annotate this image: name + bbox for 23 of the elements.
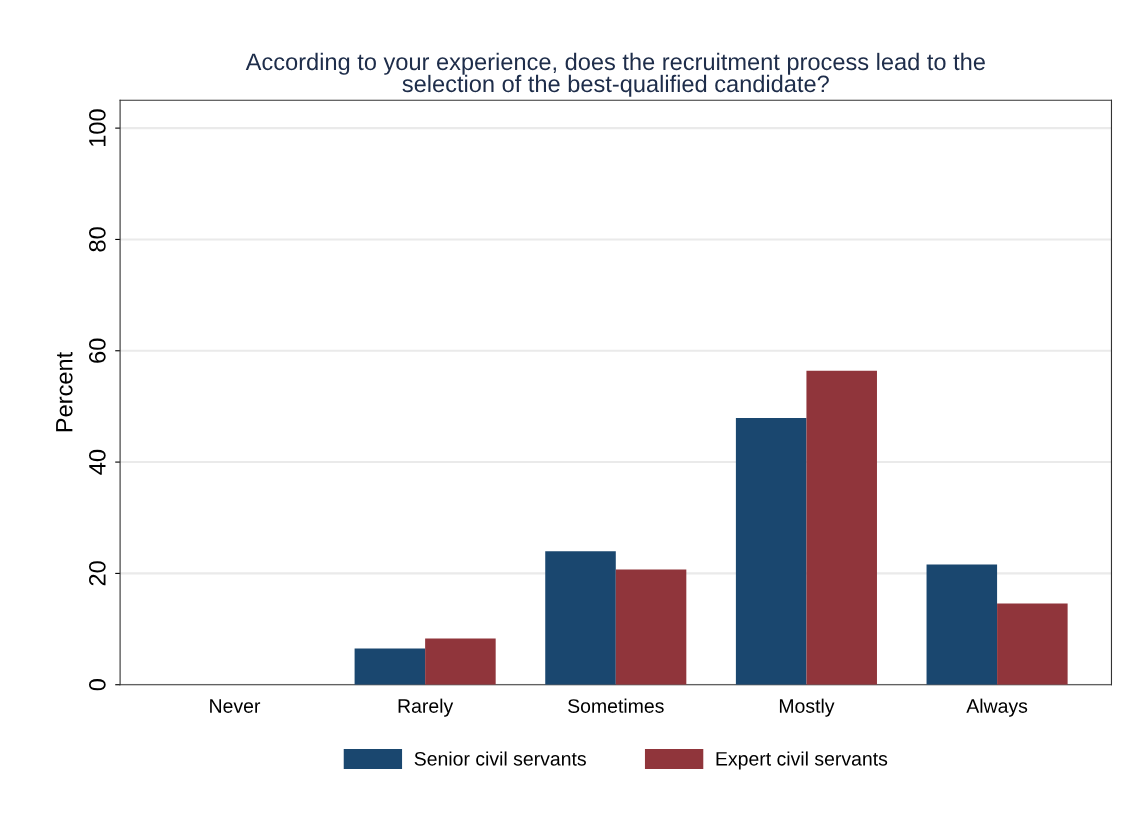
y-tick-label: 20 [88, 561, 106, 586]
legend-label: Senior civil servants [414, 751, 586, 766]
y-tick-label: 40 [88, 449, 106, 475]
bar [354, 648, 426, 685]
bar [997, 603, 1068, 685]
bar [615, 569, 687, 685]
x-tick-label: Always [966, 698, 1028, 717]
bar [735, 418, 807, 685]
bar [425, 638, 496, 685]
bar [806, 370, 877, 685]
x-tick-label: Mostly [779, 698, 835, 717]
y-tick-label: 60 [88, 338, 106, 363]
bar [545, 551, 616, 685]
x-tick-label: Sometimes [568, 698, 664, 713]
y-tick-label: 100 [88, 109, 106, 147]
y-tick-label: 0 [88, 679, 106, 691]
y-axis-title: Percent [56, 351, 73, 432]
y-tick-label: 80 [88, 227, 106, 252]
chart-title: According to your experience, does the recruitment process lead to the selection of the best-qualified candidate? [245, 52, 985, 97]
legend-label: Expert civil servants [716, 751, 888, 770]
x-tick-label: Rarely [398, 698, 454, 717]
bar [926, 564, 998, 685]
x-tick-label: Never [210, 699, 261, 713]
